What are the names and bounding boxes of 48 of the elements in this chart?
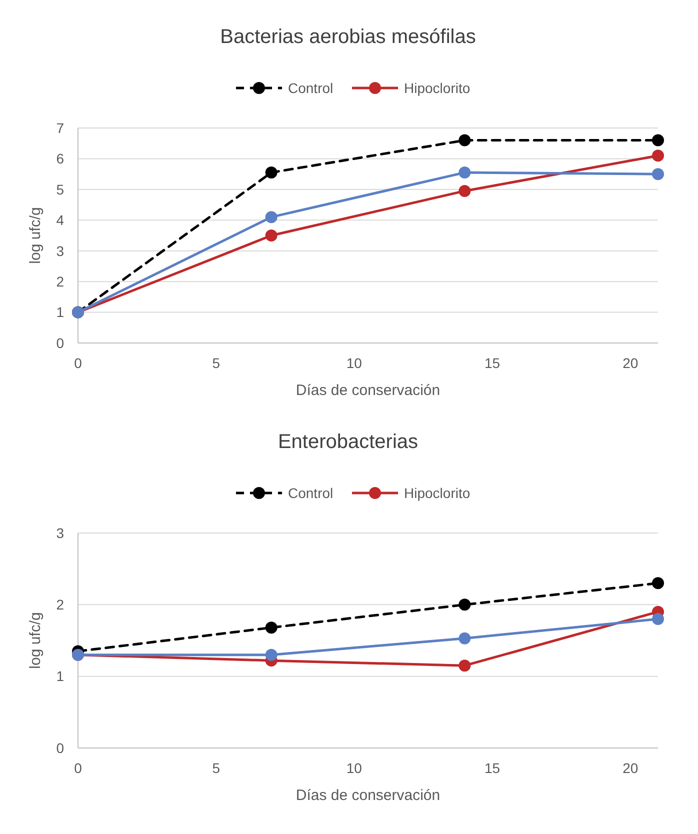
- y-tick-label: 3: [56, 524, 64, 541]
- x-axis-title: Días de conservación: [296, 382, 440, 399]
- x-tick-label: 20: [622, 355, 638, 371]
- point: [652, 613, 664, 625]
- point: [652, 577, 664, 590]
- y-tick-label: 7: [56, 120, 64, 136]
- y-axis-title: log ufc/g: [27, 207, 44, 264]
- y-tick-label: 1: [56, 304, 64, 320]
- point: [652, 134, 664, 146]
- y-tick-label: 3: [56, 242, 64, 259]
- y-tick-label: 1: [56, 668, 64, 684]
- point: [265, 166, 278, 179]
- point: [458, 134, 471, 146]
- y-tick-label: 5: [56, 181, 64, 198]
- x-axis-title: Días de conservación: [296, 787, 440, 804]
- x-tick-label: 15: [484, 355, 500, 371]
- y-tick-label: 4: [56, 212, 64, 228]
- y-tick-label: 2: [56, 273, 64, 290]
- chart-title: Bacterias aerobias mesófilas: [220, 26, 476, 48]
- legend-label: Control: [288, 484, 334, 501]
- chart-title: Enterobacterias: [278, 431, 418, 453]
- x-tick-label: 10: [346, 760, 362, 776]
- point: [265, 211, 278, 224]
- x-tick-label: 15: [484, 760, 500, 776]
- x-tick-label: 10: [346, 355, 362, 371]
- point: [652, 168, 664, 180]
- point: [458, 184, 471, 197]
- x-tick-label: 0: [74, 355, 82, 371]
- y-tick-label: 0: [56, 334, 64, 351]
- y-axis-title: log ufc/g: [27, 612, 44, 669]
- x-tick-label: 5: [212, 760, 220, 776]
- point: [458, 598, 471, 611]
- point: [458, 632, 471, 644]
- y-tick-label: 2: [56, 596, 64, 613]
- x-tick-label: 20: [622, 760, 638, 776]
- point: [458, 660, 471, 672]
- point: [265, 648, 278, 661]
- x-tick-label: 5: [212, 355, 220, 371]
- legend-label: Hipoclorito: [404, 484, 470, 501]
- legend-label: Control: [288, 80, 334, 96]
- point: [265, 622, 278, 634]
- point: [458, 166, 471, 179]
- legend-label: Hipoclorito: [404, 80, 470, 96]
- y-tick-label: 0: [56, 740, 64, 756]
- point: [652, 150, 664, 162]
- point: [265, 230, 278, 242]
- y-tick-label: 6: [56, 150, 64, 167]
- x-tick-label: 0: [74, 760, 82, 776]
